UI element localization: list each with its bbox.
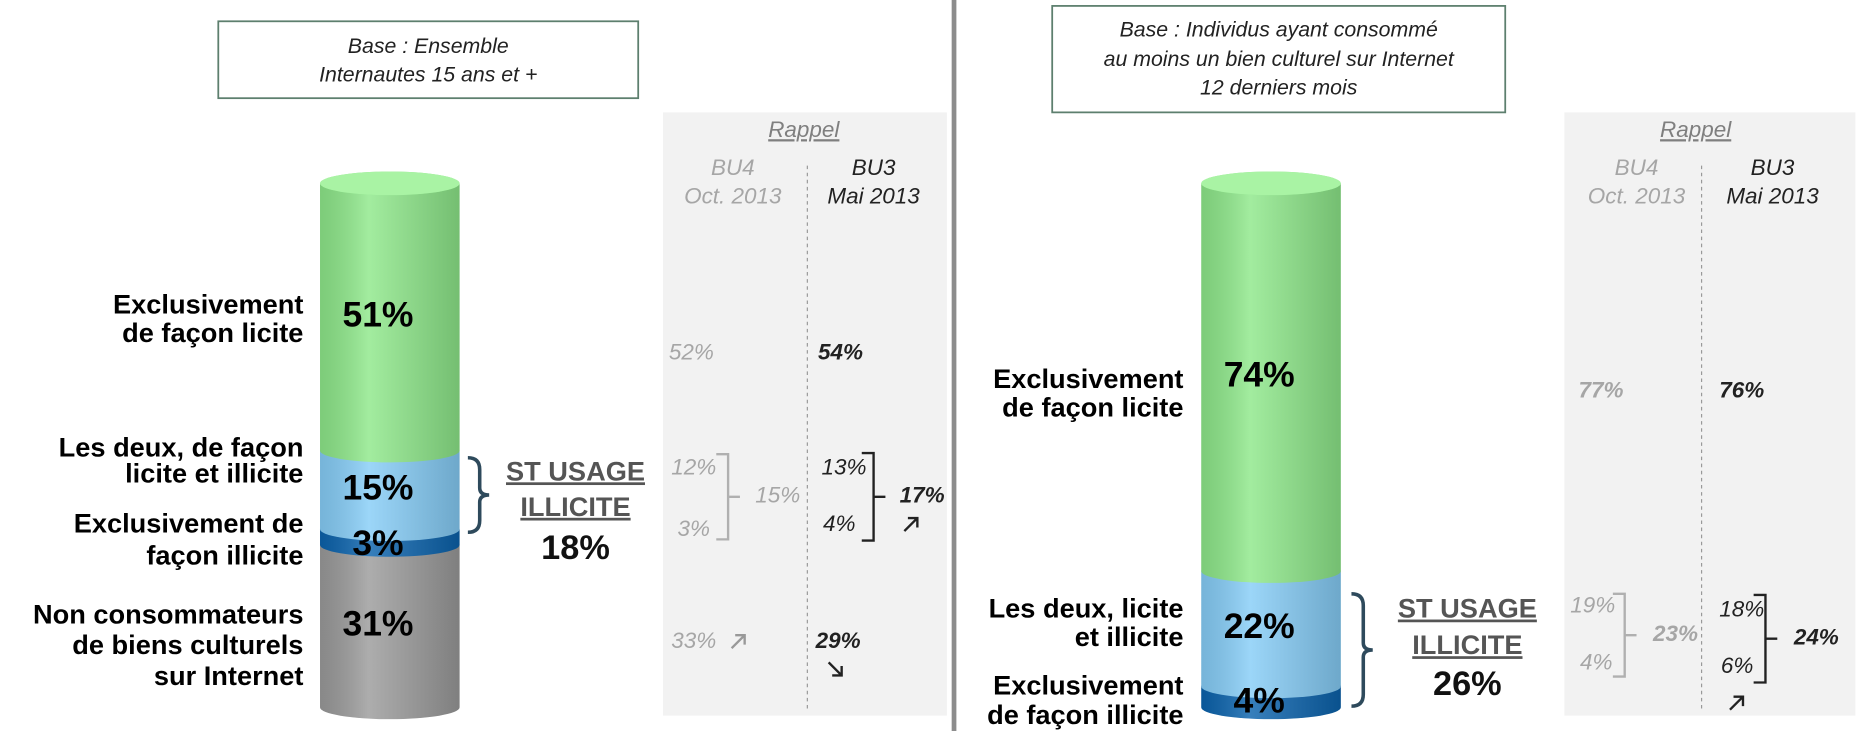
cylinder-top [1201, 171, 1341, 196]
rappel-title: Rappel [1660, 117, 1732, 142]
rappel-value: 3% [678, 516, 710, 541]
subtotal-title: ILLICITE [1412, 629, 1522, 660]
value-label: 4% [1234, 680, 1285, 720]
category-label: Exclusivement [993, 363, 1183, 394]
rappel-value: 12% [671, 454, 716, 479]
rappel-value: 19% [1570, 593, 1615, 618]
base-box [217, 20, 640, 100]
category-label: Exclusivement [113, 289, 303, 320]
rappel-value: 18% [1719, 596, 1764, 621]
rappel-value: 77% [1579, 377, 1624, 402]
cylinder-top [320, 171, 460, 196]
rappel-value: 4% [1580, 650, 1612, 675]
subtotal-title: ST USAGE [506, 455, 645, 486]
subtotal-bracket [1351, 592, 1373, 708]
rappel-value: 13% [822, 454, 867, 479]
value-label: 31% [342, 603, 413, 643]
rappel-bracket [861, 451, 886, 542]
category-label: Les deux, de façon [59, 432, 304, 463]
value-label: 51% [342, 294, 413, 334]
rappel-column-date: Mai 2013 [1726, 183, 1819, 208]
trend-arrow [827, 661, 843, 677]
rappel-column-name: BU4 [711, 155, 755, 180]
rappel-column-name: BU4 [1615, 155, 1659, 180]
category-label: Non consommateurs [33, 598, 303, 629]
rappel-value: 4% [823, 511, 855, 536]
trend-arrow [903, 516, 919, 532]
rappel-subtotal: 23% [1652, 621, 1698, 646]
rappel-column-date: Mai 2013 [827, 183, 920, 208]
category-label: licite et illicite [125, 458, 303, 489]
rappel-panel [663, 112, 947, 716]
rappel-column-name: BU3 [852, 155, 896, 180]
category-label: Exclusivement de [74, 507, 304, 538]
value-label: 15% [342, 467, 413, 507]
subtotal-value: 18% [541, 529, 610, 567]
rappel-column-name: BU3 [1751, 155, 1795, 180]
category-label: et illicite [1075, 621, 1184, 652]
rappel-value: 33% [671, 628, 716, 653]
subtotal-value: 26% [1433, 665, 1502, 703]
rappel-subtotal: 17% [900, 483, 945, 508]
subtotal-title: ST USAGE [1398, 593, 1537, 624]
category-label: Les deux, licite [989, 593, 1184, 624]
rappel-subtotal: 15% [755, 483, 800, 508]
category-label: façon illicite [146, 539, 303, 570]
category-label: de façon licite [1002, 391, 1183, 422]
value-label: 74% [1224, 355, 1295, 395]
rappel-value: 6% [1721, 653, 1753, 678]
rappel-bracket [1753, 593, 1778, 684]
rappel-bracket [1612, 592, 1637, 678]
rappel-column-date: Oct. 2013 [1588, 183, 1686, 208]
value-label: 3% [352, 523, 403, 563]
category-label: sur Internet [154, 660, 304, 691]
rappel-value: 54% [818, 340, 863, 365]
subtotal-bracket [467, 455, 490, 535]
rappel-title: Rappel [768, 117, 840, 142]
cylinder-shade [1201, 183, 1341, 720]
base-text: Base : Individus ayant consommé [1120, 17, 1438, 41]
base-text: 12 derniers mois [1200, 75, 1358, 99]
rappel-column-date: Oct. 2013 [684, 183, 782, 208]
rappel-value: 76% [1719, 377, 1764, 402]
cylinder-shade [320, 183, 460, 720]
base-text: au moins un bien culturel sur Internet [1104, 47, 1455, 71]
base-text: Base : Ensemble [348, 34, 509, 58]
category-label: Exclusivement [993, 669, 1183, 700]
rappel-value: 29% [815, 628, 861, 653]
trend-arrow [730, 634, 746, 650]
subtotal-title: ILLICITE [520, 491, 630, 522]
category-label: de façon licite [122, 317, 303, 348]
trend-arrow [1729, 695, 1745, 711]
rappel-subtotal: 24% [1793, 625, 1839, 650]
base-box [1051, 5, 1507, 114]
rappel-bracket [716, 453, 740, 541]
rappel-panel [1564, 112, 1856, 716]
base-text: Internautes 15 ans et + [319, 62, 537, 86]
category-label: de façon illicite [987, 699, 1183, 730]
value-label: 22% [1224, 606, 1295, 646]
category-label: de biens culturels [72, 629, 303, 660]
rappel-value: 52% [669, 340, 714, 365]
